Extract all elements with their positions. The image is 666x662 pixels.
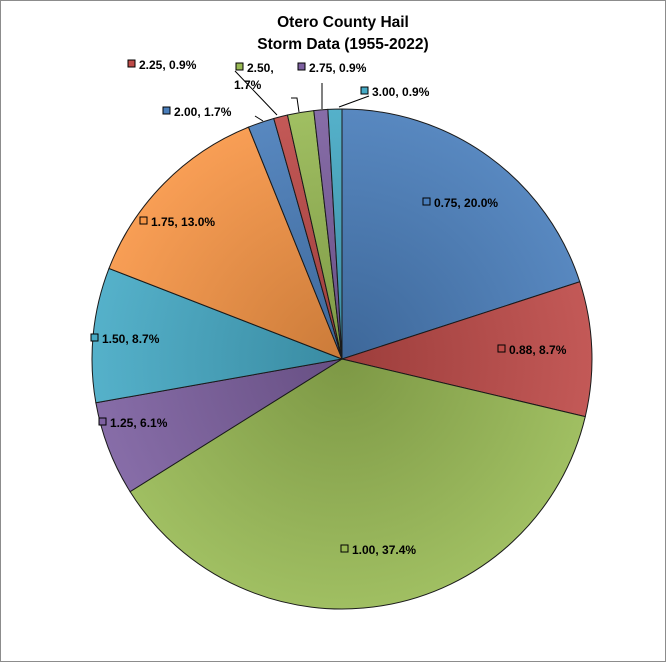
data-label-2-25: 2.25, 0.9%	[127, 58, 197, 72]
pie-slice-1-75	[108, 126, 343, 360]
legend-key-2-50	[235, 62, 244, 71]
legend-key-0-75	[422, 197, 431, 206]
chart-title-line-2: Storm Data (1955-2022)	[257, 36, 429, 53]
data-label-2-00: 2.00, 1.7%	[162, 105, 232, 119]
pie-slice-0-88	[340, 281, 593, 418]
legend-key-2-00	[162, 106, 171, 115]
data-label-1-75: 1.75, 13.0%	[139, 215, 215, 229]
leader-line-2-25	[234, 70, 278, 116]
data-label-2-50: 2.50, 1.7%	[234, 61, 274, 92]
legend-key-1-00	[340, 544, 349, 553]
legend-key-3-00	[360, 86, 369, 95]
data-label-text: 1.00, 37.4%	[352, 543, 416, 557]
legend-key-1-25	[98, 417, 107, 426]
leader-line-2-50	[291, 97, 300, 113]
leader-line-3-00	[338, 95, 370, 108]
data-label-text: 3.00, 0.9%	[372, 85, 430, 99]
legend-key-1-50	[90, 333, 99, 342]
data-label-text: 2.50,	[247, 61, 274, 75]
chart-title-line-1: Otero County Hail	[277, 14, 409, 31]
data-label-text: 2.25, 0.9%	[139, 58, 197, 72]
data-label-1-00: 1.00, 37.4%	[340, 543, 416, 557]
data-label-text: 1.50, 8.7%	[102, 332, 160, 346]
data-label-text: 1.7%	[234, 78, 262, 92]
leader-line-2-00	[254, 115, 264, 122]
data-label-0-88: 0.88, 8.7%	[497, 343, 567, 357]
data-label-2-75: 2.75, 0.9%	[297, 61, 367, 75]
pie-slice-1-00	[129, 358, 586, 610]
data-label-0-75: 0.75, 20.0%	[422, 196, 498, 210]
data-label-1-25: 1.25, 6.1%	[98, 416, 168, 430]
legend-key-2-75	[297, 62, 306, 71]
data-label-text: 2.75, 0.9%	[309, 61, 367, 75]
data-label-text: 0.75, 20.0%	[434, 196, 498, 210]
data-label-text: 1.25, 6.1%	[110, 416, 168, 430]
data-label-text: 1.75, 13.0%	[151, 215, 215, 229]
data-label-text: 0.88, 8.7%	[509, 343, 567, 357]
pie-slice-3-00	[327, 108, 343, 360]
pie-slice-0-75	[341, 108, 581, 360]
legend-key-1-75	[139, 216, 148, 225]
legend-key-0-88	[497, 344, 506, 353]
data-label-text: 2.00, 1.7%	[174, 105, 232, 119]
data-label-3-00: 3.00, 0.9%	[360, 85, 430, 99]
data-label-1-50: 1.50, 8.7%	[90, 332, 160, 346]
legend-key-2-25	[127, 59, 136, 68]
